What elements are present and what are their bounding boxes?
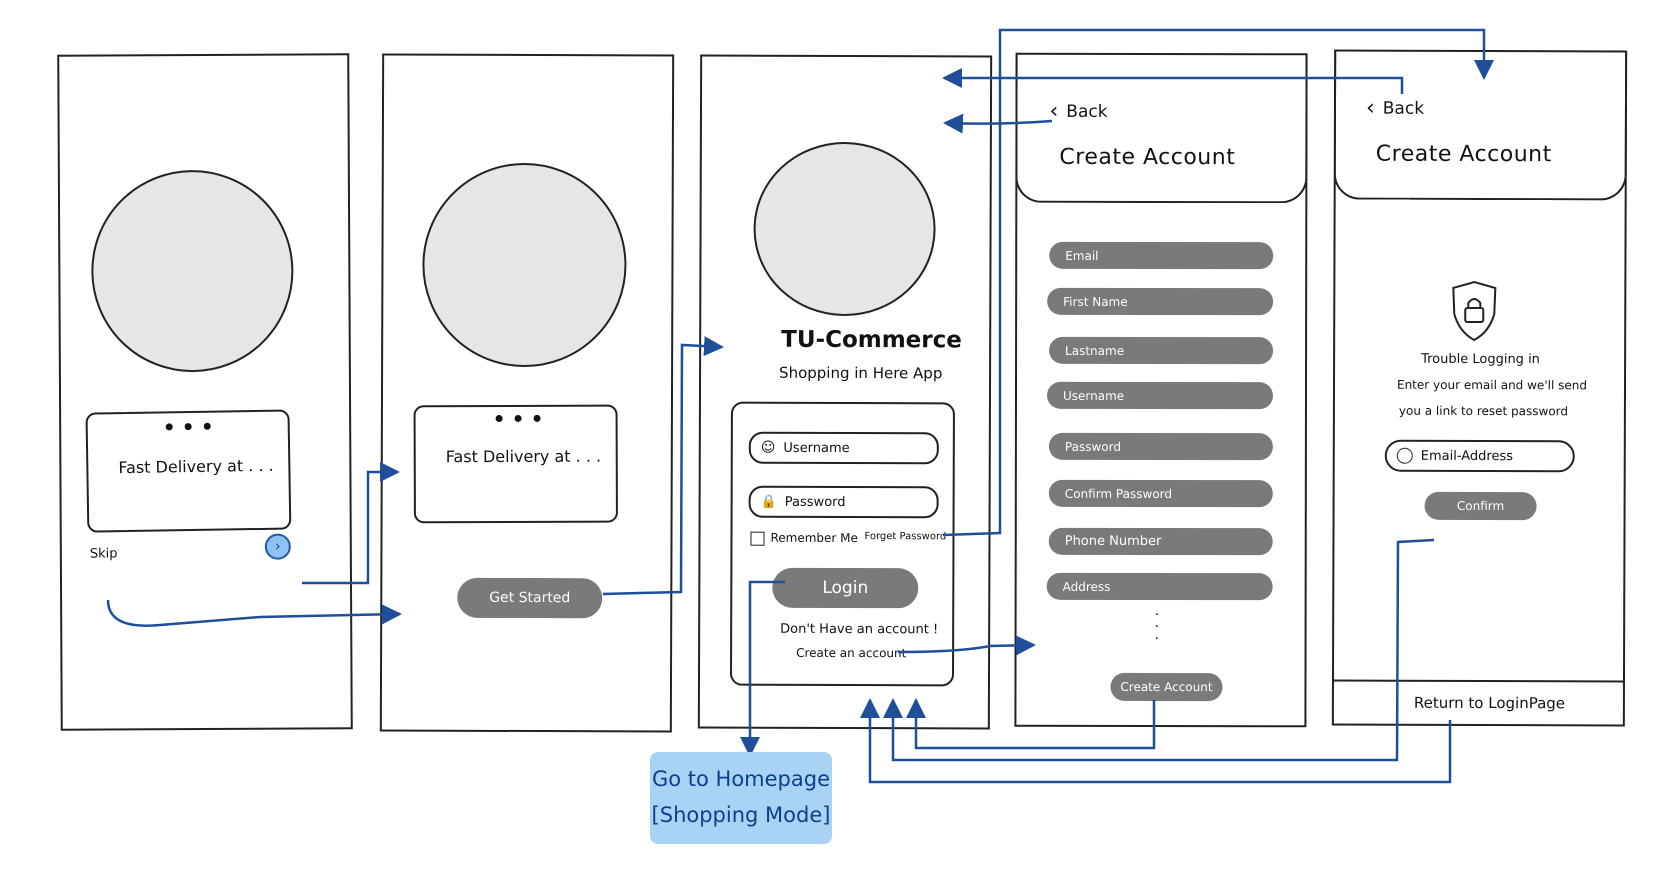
note-line-2: [Shopping Mode] xyxy=(651,803,831,827)
image-placeholder xyxy=(90,169,294,373)
return-to-login-link[interactable]: Return to LoginPage xyxy=(1413,693,1566,713)
shield-lock-icon xyxy=(1447,280,1501,342)
login-form: ☺ Username 🔒 Password Remember Me Forget… xyxy=(729,401,955,687)
app-tagline: Shopping in Here App xyxy=(779,363,943,383)
image-placeholder xyxy=(422,162,627,368)
confirm-password-field[interactable]: Confirm Password xyxy=(1048,479,1273,508)
header xyxy=(1015,52,1308,204)
lastname-field[interactable]: Lastname xyxy=(1049,336,1274,365)
email-address-input[interactable]: Email-Address xyxy=(1384,439,1575,473)
username-input[interactable]: ☺ Username xyxy=(748,431,939,465)
app-name: TU-Commerce xyxy=(781,326,962,354)
footer-divider xyxy=(1331,679,1625,683)
lock-icon: 🔒 xyxy=(760,494,777,510)
address-field[interactable]: Address xyxy=(1046,572,1273,601)
login-button[interactable]: Login xyxy=(772,567,919,609)
user-icon: ☺ xyxy=(760,439,776,456)
screen-trouble-logging-in: ‹ Back Create Account Trouble Logging in… xyxy=(1331,49,1628,727)
circle-icon xyxy=(1396,447,1413,464)
no-account-text: Don't Have an account ! xyxy=(780,621,939,638)
password-placeholder: Password xyxy=(784,494,846,510)
back-button[interactable]: ‹ Back xyxy=(1049,99,1107,124)
screen-onboarding-2: Fast Delivery at . . . Get Started xyxy=(379,53,675,733)
note-line-1: Go to Homepage xyxy=(651,767,831,792)
page-title: Create Account xyxy=(1375,141,1552,168)
screen-login: TU-Commerce Shopping in Here App ☺ Usern… xyxy=(697,54,993,730)
remember-me-label: Remember Me xyxy=(770,530,858,546)
page-title: Create Account xyxy=(1059,144,1236,171)
back-label: Back xyxy=(1066,101,1108,122)
email-placeholder: Email-Address xyxy=(1420,448,1514,464)
email-field[interactable]: Email xyxy=(1049,241,1274,270)
first-name-field[interactable]: First Name xyxy=(1047,287,1274,316)
trouble-line-1: Enter your email and we'll send xyxy=(1396,377,1588,393)
homepage-note: Go to Homepage [Shopping Mode] xyxy=(650,752,832,844)
onboarding-card: Fast Delivery at . . . xyxy=(85,409,292,533)
trouble-title: Trouble Logging in xyxy=(1421,351,1540,368)
onboarding-card: Fast Delivery at . . . xyxy=(413,404,618,524)
card-text: Fast Delivery at . . . xyxy=(118,455,274,478)
back-label: Back xyxy=(1382,98,1425,119)
logo-placeholder xyxy=(753,141,936,317)
checkbox-icon xyxy=(750,531,765,546)
pager-dots xyxy=(495,414,541,423)
more-fields-indicator: · · · xyxy=(1154,606,1160,647)
chevron-left-icon: ‹ xyxy=(1049,98,1059,124)
forget-password-link[interactable]: Forget Password xyxy=(864,531,947,543)
create-account-link[interactable]: Create an account xyxy=(796,645,907,661)
confirm-button[interactable]: Confirm xyxy=(1424,491,1537,521)
pager-dots xyxy=(165,422,211,431)
next-button[interactable]: › xyxy=(264,533,291,560)
card-text: Fast Delivery at . . . xyxy=(445,446,602,467)
screen-create-account: ‹ Back Create Account Email First Name L… xyxy=(1014,52,1308,728)
password-input[interactable]: 🔒 Password xyxy=(748,485,939,519)
remember-me-checkbox[interactable]: Remember Me xyxy=(750,530,858,546)
password-field[interactable]: Password xyxy=(1048,432,1273,461)
username-placeholder: Username xyxy=(783,440,850,456)
username-field[interactable]: Username xyxy=(1046,381,1274,410)
back-button[interactable]: ‹ Back xyxy=(1366,96,1424,121)
get-started-button[interactable]: Get Started xyxy=(457,577,603,619)
chevron-right-icon: › xyxy=(274,538,281,555)
create-account-button[interactable]: Create Account xyxy=(1110,672,1223,702)
chevron-left-icon: ‹ xyxy=(1365,95,1375,121)
header xyxy=(1333,49,1628,201)
screen-onboarding-1: Fast Delivery at . . . Skip › xyxy=(57,53,353,731)
phone-number-field[interactable]: Phone Number xyxy=(1048,527,1273,556)
trouble-line-2: you a link to reset password xyxy=(1398,403,1569,419)
skip-link[interactable]: Skip xyxy=(89,546,118,562)
